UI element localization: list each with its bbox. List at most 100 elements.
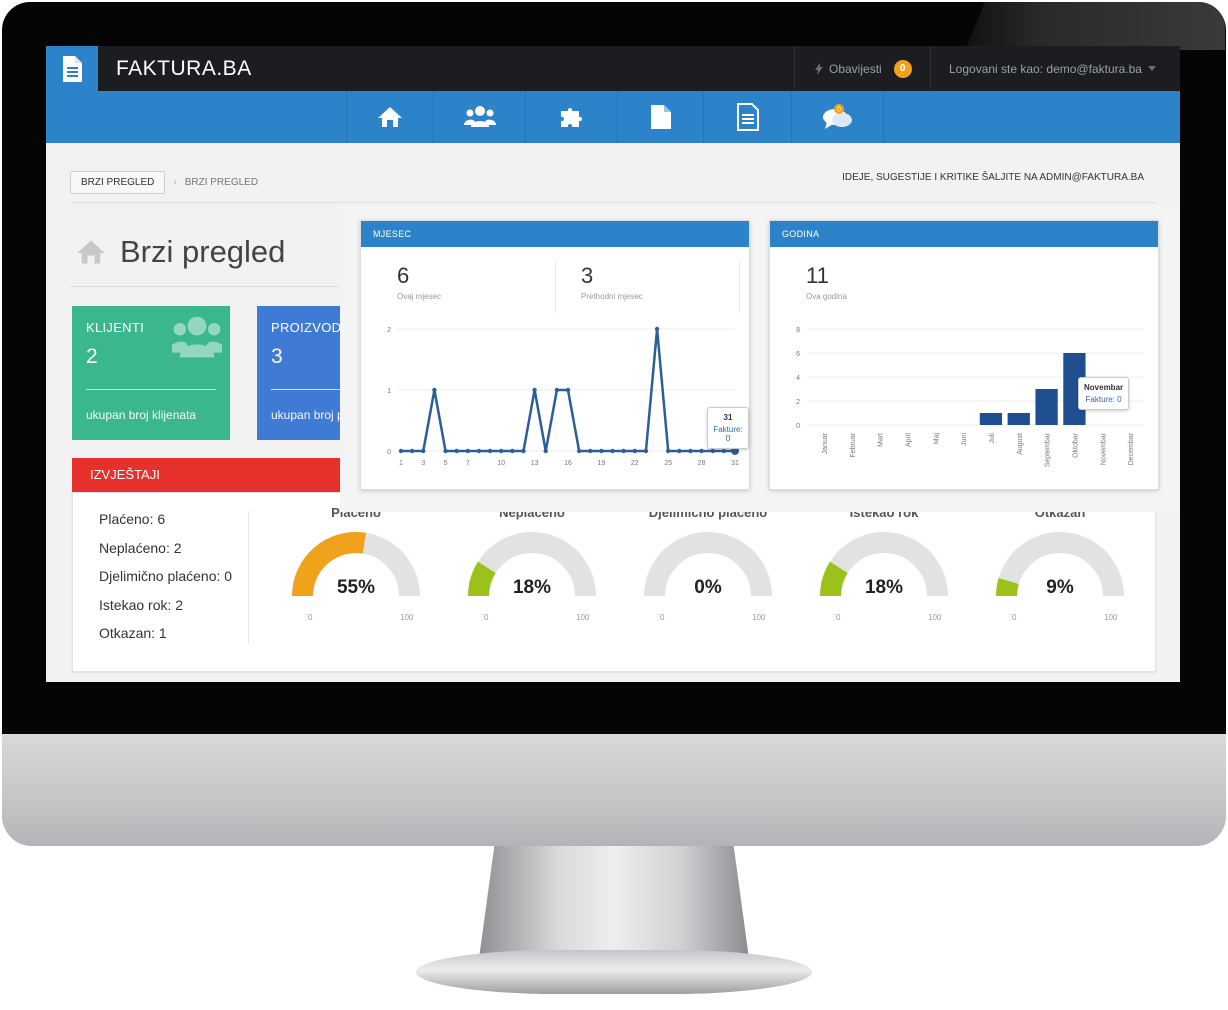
summary-divider bbox=[248, 511, 249, 643]
users-tile-icon bbox=[172, 316, 222, 358]
invoice-icon bbox=[736, 103, 759, 131]
nav-products[interactable] bbox=[526, 91, 618, 143]
data-point bbox=[643, 448, 649, 454]
data-point bbox=[654, 326, 660, 332]
gauge-fill bbox=[820, 561, 848, 596]
gauge-percent: 9% bbox=[1046, 577, 1074, 598]
data-point bbox=[621, 448, 626, 454]
stat-label: Ovaj mjesec bbox=[397, 292, 442, 301]
bar bbox=[1035, 389, 1058, 425]
gauge-percent: 55% bbox=[336, 577, 376, 598]
logo[interactable] bbox=[46, 46, 98, 91]
monitor-chin bbox=[2, 734, 1226, 846]
gauge-percent: 18% bbox=[512, 577, 552, 598]
y-tick-label: 0 bbox=[387, 449, 391, 456]
nav-clients[interactable] bbox=[434, 91, 526, 143]
data-point bbox=[499, 448, 504, 454]
x-tick-label: Juli bbox=[989, 433, 996, 444]
gauge-track bbox=[996, 532, 1124, 596]
data-point bbox=[432, 387, 437, 393]
gauge-fill bbox=[996, 578, 1019, 596]
user-menu[interactable]: Logovani ste kao: demo@faktura.ba bbox=[930, 46, 1156, 91]
gauge-min: 0 bbox=[484, 613, 489, 622]
clients-tile[interactable]: KLIJENTI 2 ukupan broj klijenata bbox=[72, 306, 230, 440]
gauge-max: 100 bbox=[400, 613, 414, 622]
gauge-min: 0 bbox=[660, 613, 665, 622]
y-tick-label: 1 bbox=[387, 388, 391, 395]
stat-this-year: 11 Ova godina bbox=[806, 263, 847, 301]
x-tick-label: 13 bbox=[531, 460, 539, 467]
brand-name[interactable]: FAKTURA.BA bbox=[116, 57, 252, 80]
x-tick-label: 25 bbox=[664, 460, 672, 467]
gauge-arc bbox=[820, 532, 948, 596]
year-chart-card: GODINA 11 Ova godina 0 2 4 6 8 Januar Februar M… bbox=[769, 220, 1159, 490]
gauge-track bbox=[820, 532, 948, 596]
main-nav: 0 bbox=[46, 91, 1180, 143]
stat-divider bbox=[555, 261, 556, 313]
y-tick-label: 6 bbox=[796, 351, 800, 358]
document-icon bbox=[650, 105, 671, 129]
clients-tile-value: 2 bbox=[86, 345, 98, 368]
x-tick-label: 16 bbox=[564, 460, 572, 467]
tooltip-text: Fakture: 0 bbox=[713, 425, 743, 443]
gauge-arc bbox=[996, 532, 1124, 596]
clients-tile-line bbox=[86, 389, 216, 390]
chat-icon: 0 bbox=[822, 104, 852, 129]
gauge-arc bbox=[292, 532, 420, 596]
breadcrumb-separator: › bbox=[173, 177, 177, 188]
month-tooltip: 31 Fakture: 0 bbox=[707, 407, 749, 449]
reports-card: Plaćeno: 6 Neplaćeno: 2 Djelimično plaće… bbox=[72, 492, 1156, 672]
nav-home[interactable] bbox=[346, 91, 434, 143]
reports-summary: Plaćeno: 6 Neplaćeno: 2 Djelimično plaće… bbox=[99, 511, 249, 654]
title-divider bbox=[70, 286, 340, 287]
year-chart-title: GODINA bbox=[770, 221, 1158, 247]
gauge-unpaid: Neplaćeno 18% 0 100 bbox=[457, 505, 607, 622]
y-tick-label: 4 bbox=[796, 375, 800, 382]
summary-expired: Istekao rok: 2 bbox=[99, 596, 184, 613]
page-heading: Brzi pregled bbox=[76, 234, 285, 270]
data-point bbox=[421, 448, 426, 454]
gauge-partial: Djelimično plaćeno 0% 0 100 bbox=[633, 505, 783, 622]
reports-header: IZVJEŠTAJI bbox=[72, 458, 372, 492]
data-point bbox=[610, 448, 615, 454]
month-chart-title: MJESEC bbox=[361, 221, 749, 247]
puzzle-icon bbox=[560, 108, 582, 127]
nav-invoices[interactable] bbox=[704, 91, 792, 143]
monitor-foot bbox=[416, 950, 812, 994]
gauge-max: 100 bbox=[1104, 613, 1118, 622]
nav-messages[interactable]: 0 bbox=[792, 91, 884, 143]
gauge-fill bbox=[468, 561, 496, 596]
gauge-max: 100 bbox=[752, 613, 766, 622]
top-bar: FAKTURA.BA Obavijesti 0 Logovani ste kao… bbox=[46, 46, 1180, 91]
data-point bbox=[632, 448, 637, 454]
notifications-button[interactable]: Obavijesti 0 bbox=[794, 46, 912, 91]
clients-tile-footer: ukupan broj klijenata bbox=[86, 408, 197, 422]
summary-partial: Djelimično plaćeno: 0 bbox=[99, 568, 233, 584]
stat-label: Ova godina bbox=[806, 292, 847, 301]
data-point bbox=[487, 448, 493, 454]
x-tick-label: Februar bbox=[850, 432, 857, 457]
products-tile-line bbox=[271, 389, 387, 390]
summary-unpaid: Neplaćeno: 2 bbox=[99, 539, 182, 556]
tooltip-text: Fakture: 0 bbox=[1085, 395, 1122, 404]
stat-previous-month: 3 Prethodni mjesec bbox=[581, 263, 643, 301]
stat-value: 11 bbox=[806, 263, 829, 288]
x-tick-label: April bbox=[905, 433, 912, 447]
chat-badge-count: 0 bbox=[837, 107, 841, 114]
bar bbox=[979, 413, 1003, 425]
x-tick-label: Januar bbox=[822, 432, 829, 454]
x-tick-label: Maj bbox=[933, 433, 940, 445]
x-tick-label: Oktobar bbox=[1072, 432, 1079, 458]
home-title-icon bbox=[77, 240, 105, 264]
nav-documents[interactable] bbox=[618, 91, 704, 143]
data-point bbox=[521, 448, 526, 454]
x-tick-label: 10 bbox=[497, 460, 505, 467]
data-point bbox=[398, 448, 404, 454]
data-point bbox=[443, 448, 448, 454]
breadcrumb-root[interactable]: BRZI PREGLED bbox=[70, 171, 166, 194]
caret-down-icon bbox=[1147, 65, 1156, 71]
gauge-track bbox=[644, 532, 772, 596]
user-label: Logovani ste kao: demo@faktura.ba bbox=[949, 61, 1142, 76]
